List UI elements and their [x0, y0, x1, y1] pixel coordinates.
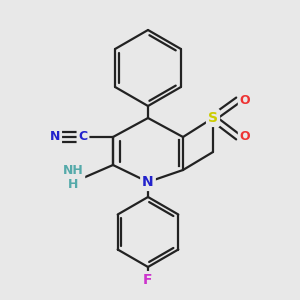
Text: N: N: [142, 175, 154, 189]
Text: NH
H: NH H: [63, 164, 83, 191]
Text: O: O: [240, 94, 250, 106]
Text: F: F: [143, 273, 153, 287]
Text: H: H: [70, 179, 80, 193]
Text: C: C: [78, 130, 88, 143]
Text: S: S: [208, 111, 218, 125]
Text: N: N: [70, 167, 80, 179]
Text: N: N: [50, 130, 60, 143]
Text: O: O: [240, 130, 250, 143]
